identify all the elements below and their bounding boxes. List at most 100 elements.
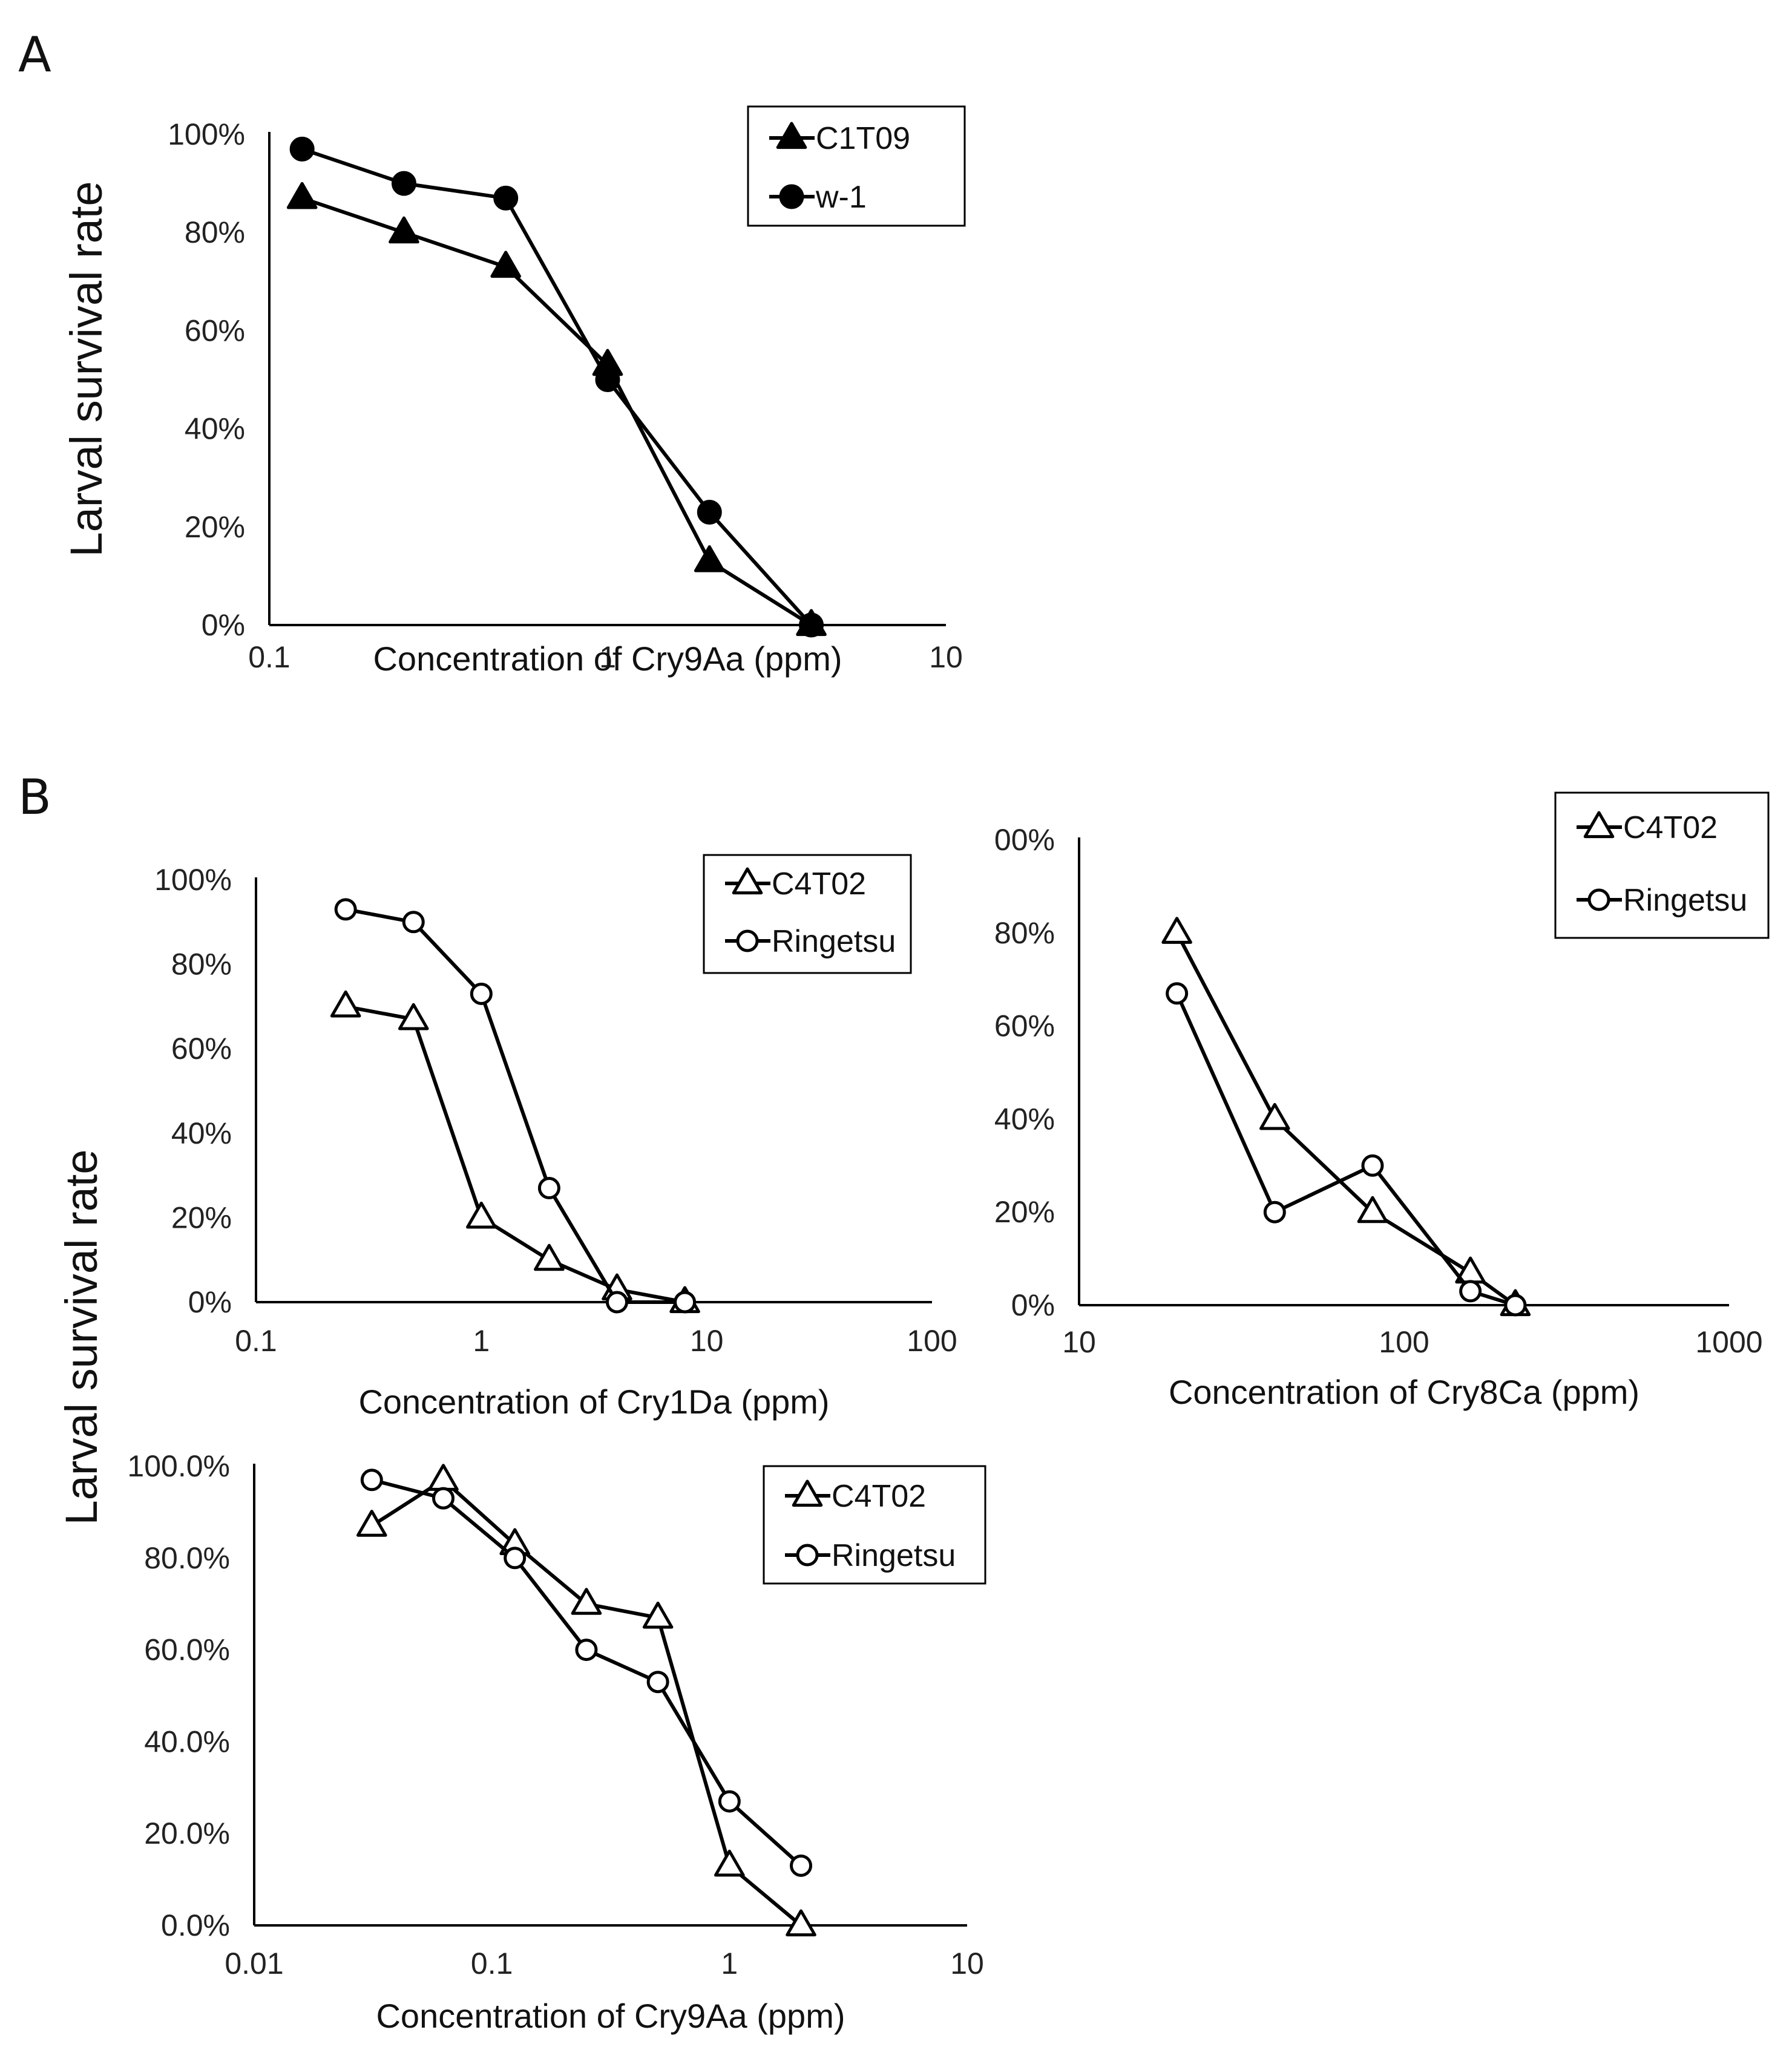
data-point-c1t09 — [389, 216, 419, 244]
legend-marker-c4t02 — [792, 1479, 823, 1507]
data-point-c4t02 — [428, 1464, 459, 1491]
data-point-c4t02 — [1161, 917, 1192, 944]
y-tick-label: 40% — [171, 1116, 232, 1150]
y-tick-label: 40% — [185, 412, 245, 446]
series-line-ringetsu — [345, 907, 685, 1304]
y-tick-label: 80% — [994, 916, 1055, 950]
data-point-w-1 — [289, 136, 315, 162]
data-point-ringetsu — [402, 911, 425, 934]
y-tick-label: 80.0% — [144, 1541, 230, 1575]
x-tick-label: 100 — [907, 1324, 957, 1358]
y-tick-label: 0% — [202, 608, 245, 642]
data-point-ringetsu — [718, 1790, 741, 1813]
data-point-c4t02 — [1259, 1102, 1290, 1130]
series-line-c4t02 — [1175, 932, 1517, 1307]
x-tick-label: 10 — [929, 640, 963, 674]
y-tick-label: 60% — [994, 1009, 1055, 1043]
data-point-w-1 — [595, 367, 620, 392]
data-point-ringetsu — [432, 1487, 455, 1510]
x-tick-label: 10 — [950, 1947, 984, 1980]
y-tick-label: 40.0% — [144, 1724, 230, 1758]
y-tick-label: 60% — [185, 313, 245, 347]
data-point-c4t02 — [714, 1849, 745, 1877]
data-point-c4t02 — [534, 1243, 565, 1271]
data-point-c1t09 — [490, 251, 522, 278]
y-tick-label: 20% — [994, 1195, 1055, 1229]
data-point-w-1 — [799, 612, 824, 638]
series-line-ringetsu — [1175, 992, 1516, 1307]
data-point-ringetsu — [537, 1177, 560, 1200]
data-point-ringetsu — [504, 1547, 527, 1570]
x-tick-label: 1 — [473, 1324, 490, 1358]
y-tick-label: 60.0% — [144, 1633, 230, 1667]
x-axis-title: Concentration of Cry8Ca (ppm) — [1169, 1373, 1639, 1411]
series-line-w-1 — [301, 147, 813, 627]
data-point-ringetsu — [790, 1854, 813, 1877]
x-tick-label: 0.01 — [225, 1947, 283, 1980]
legend-label: Ringetsu — [832, 1538, 956, 1573]
data-point-c4t02 — [466, 1201, 497, 1229]
data-point-c4t02 — [571, 1588, 602, 1615]
legend-label: C1T09 — [816, 121, 910, 156]
chart-panel-a: 0% 20% 40% 60% 80% 100% 0.1 1 10 Concentration of… — [61, 105, 966, 678]
panel-label-a: A — [18, 27, 51, 83]
data-point-ringetsu — [575, 1639, 598, 1662]
x-tick-label: 1 — [721, 1947, 738, 1980]
data-point-c4t02 — [642, 1601, 674, 1629]
y-tick-label: 0.0% — [161, 1908, 230, 1942]
y-tick-label: 20% — [185, 510, 245, 544]
series-line-c4t02 — [345, 1004, 686, 1304]
legend-marker-ringetsu — [796, 1544, 819, 1567]
x-tick-label: 10 — [690, 1324, 724, 1358]
data-point-ringetsu — [360, 1469, 383, 1492]
data-point-c4t02 — [330, 990, 361, 1018]
chart-panel-b-cry9aa: 0.0% 20.0% 40.0% 60.0% 80.0% 100.0% 0.01 0.1 1 10… — [127, 1449, 986, 2035]
data-point-c1t09 — [694, 545, 725, 572]
y-tick-label: 40% — [994, 1102, 1055, 1136]
legend-label: C4T02 — [772, 866, 866, 902]
legend-label: Ringetsu — [772, 924, 896, 959]
data-point-c4t02 — [398, 1003, 429, 1030]
legend-marker-c4t02 — [732, 867, 763, 895]
y-tick-label: 20.0% — [144, 1816, 230, 1850]
y-tick-label: 100% — [168, 117, 245, 151]
y-tick-label: 0% — [1011, 1288, 1055, 1322]
y-tick-label: 00% — [994, 823, 1055, 857]
data-point-w-1 — [391, 171, 416, 196]
legend-label: C4T02 — [1623, 810, 1718, 845]
legend-marker-c4t02 — [1583, 811, 1615, 839]
panel-label-b: B — [18, 769, 51, 825]
data-point-ringetsu — [470, 982, 493, 1005]
data-point-ringetsu — [1361, 1154, 1384, 1177]
legend-label: Ringetsu — [1623, 883, 1747, 918]
series-line-c4t02 — [370, 1478, 802, 1927]
y-tick-label: 100% — [154, 863, 232, 897]
y-tick-label: 80% — [185, 215, 245, 249]
x-axis-title: Concentration of Cry9Aa (ppm) — [376, 1997, 845, 2035]
legend-label: w-1 — [815, 180, 867, 215]
y-axis-title: Larval survival rate — [61, 181, 111, 557]
data-point-c4t02 — [786, 1909, 816, 1937]
data-point-ringetsu — [606, 1291, 629, 1314]
data-point-ringetsu — [646, 1671, 669, 1694]
x-tick-label: 100 — [1379, 1325, 1429, 1359]
y-tick-label: 60% — [171, 1032, 232, 1066]
legend-box — [1554, 791, 1770, 939]
data-point-ringetsu — [674, 1291, 697, 1314]
y-tick-label: 0% — [188, 1285, 232, 1319]
y-tick-label: 80% — [171, 948, 232, 981]
legend-marker-ringetsu — [736, 929, 759, 952]
legend-marker-w-1 — [779, 184, 804, 209]
legend-marker-ringetsu — [1587, 888, 1610, 911]
data-point-ringetsu — [1166, 982, 1189, 1005]
legend-box — [703, 854, 912, 974]
data-point-c4t02 — [1357, 1196, 1388, 1223]
data-point-ringetsu — [1263, 1200, 1286, 1223]
x-tick-label: 0.1 — [248, 640, 290, 674]
data-point-w-1 — [493, 185, 519, 211]
data-point-w-1 — [697, 499, 722, 525]
x-axis-title: Concentration of Cry1Da (ppm) — [358, 1383, 829, 1421]
series-line-c1t09 — [301, 196, 813, 627]
data-point-c1t09 — [286, 182, 318, 209]
